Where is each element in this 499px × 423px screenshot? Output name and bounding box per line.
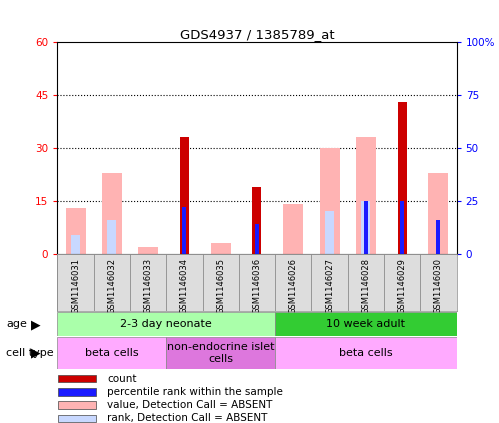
Bar bbox=[180, 137, 189, 254]
Text: ▶: ▶ bbox=[31, 346, 41, 359]
Bar bbox=[311, 254, 348, 311]
Bar bbox=[283, 204, 303, 254]
Bar bbox=[398, 102, 407, 254]
Text: GSM1146031: GSM1146031 bbox=[71, 258, 80, 314]
Text: GSM1146033: GSM1146033 bbox=[144, 258, 153, 314]
Text: non-endocrine islet
cells: non-endocrine islet cells bbox=[167, 342, 274, 364]
Text: GSM1146028: GSM1146028 bbox=[361, 258, 370, 314]
Bar bbox=[211, 243, 231, 254]
Bar bbox=[94, 254, 130, 311]
Bar bbox=[348, 254, 384, 311]
Bar bbox=[71, 235, 80, 254]
Text: GSM1146032: GSM1146032 bbox=[107, 258, 116, 314]
Bar bbox=[325, 212, 334, 254]
Bar bbox=[58, 415, 96, 422]
Bar bbox=[130, 254, 166, 311]
Bar bbox=[239, 254, 275, 311]
Text: GSM1146027: GSM1146027 bbox=[325, 258, 334, 314]
Bar bbox=[138, 247, 158, 254]
Text: cell type: cell type bbox=[6, 348, 53, 358]
Text: ▶: ▶ bbox=[31, 318, 41, 331]
Text: GSM1146035: GSM1146035 bbox=[216, 258, 225, 314]
Bar bbox=[107, 220, 116, 254]
Text: 10 week adult: 10 week adult bbox=[326, 319, 405, 329]
Bar bbox=[275, 337, 457, 369]
Bar bbox=[364, 201, 368, 254]
Bar bbox=[319, 148, 339, 254]
Title: GDS4937 / 1385789_at: GDS4937 / 1385789_at bbox=[180, 28, 334, 41]
Bar bbox=[65, 208, 85, 254]
Bar bbox=[57, 254, 94, 311]
Text: rank, Detection Call = ABSENT: rank, Detection Call = ABSENT bbox=[107, 413, 267, 423]
Bar bbox=[361, 201, 370, 254]
Text: GSM1146036: GSM1146036 bbox=[252, 258, 261, 314]
Bar bbox=[203, 254, 239, 311]
Bar bbox=[384, 254, 420, 311]
Bar bbox=[420, 254, 457, 311]
Text: GSM1146034: GSM1146034 bbox=[180, 258, 189, 314]
Bar bbox=[166, 254, 203, 311]
Bar bbox=[437, 220, 441, 254]
Bar bbox=[183, 207, 187, 254]
Bar bbox=[252, 187, 261, 254]
Bar bbox=[429, 173, 449, 254]
Text: beta cells: beta cells bbox=[85, 348, 139, 358]
Bar bbox=[275, 254, 311, 311]
Text: beta cells: beta cells bbox=[339, 348, 393, 358]
Bar bbox=[57, 312, 275, 336]
Text: percentile rank within the sample: percentile rank within the sample bbox=[107, 387, 283, 397]
Bar bbox=[166, 337, 275, 369]
Bar bbox=[57, 337, 166, 369]
Text: age: age bbox=[6, 319, 27, 330]
Text: count: count bbox=[107, 374, 137, 384]
Bar bbox=[102, 173, 122, 254]
Text: GSM1146026: GSM1146026 bbox=[289, 258, 298, 314]
Bar bbox=[58, 375, 96, 382]
Bar bbox=[275, 312, 457, 336]
Text: value, Detection Call = ABSENT: value, Detection Call = ABSENT bbox=[107, 400, 272, 410]
Bar bbox=[400, 201, 404, 254]
Text: GSM1146029: GSM1146029 bbox=[398, 258, 407, 314]
Bar bbox=[255, 224, 259, 254]
Bar bbox=[58, 388, 96, 396]
Bar bbox=[356, 137, 376, 254]
Text: 2-3 day neonate: 2-3 day neonate bbox=[120, 319, 212, 329]
Bar bbox=[58, 401, 96, 409]
Text: GSM1146030: GSM1146030 bbox=[434, 258, 443, 314]
